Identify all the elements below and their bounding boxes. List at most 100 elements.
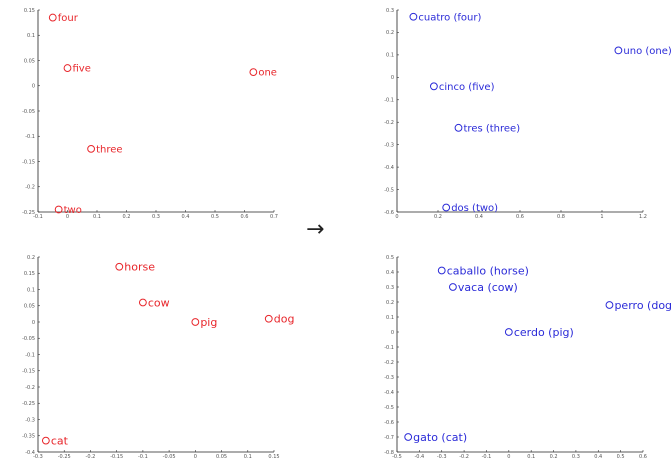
data-point-marker	[504, 328, 513, 336]
y-tick-label: -0.2	[25, 385, 35, 391]
y-tick-label: 0.2	[386, 30, 394, 36]
x-tick-label: 0	[395, 214, 398, 220]
data-point-marker	[409, 12, 418, 21]
y-tick-label: -0.1	[25, 134, 35, 140]
y-tick-label: 0.1	[386, 53, 394, 59]
x-tick-label: -0.1	[482, 454, 492, 460]
data-point-label: gato (cat)	[413, 431, 467, 444]
x-tick-label: -0.1	[33, 214, 43, 220]
x-tick-label: 0.4	[594, 454, 602, 460]
data-point-label: horse	[124, 261, 155, 274]
y-tick-label: -0.3	[384, 142, 394, 148]
data-point-marker	[138, 298, 147, 307]
data-point-label: tres (three)	[464, 123, 521, 134]
data-point-marker	[614, 46, 623, 55]
y-tick-label: -0.5	[384, 187, 394, 193]
y-tick-label: -0.4	[384, 165, 394, 171]
x-tick-label: 0.4	[475, 214, 483, 220]
y-tick-label: 0.2	[386, 300, 394, 306]
chart-en-numbers: 0.150.10.050-0.05-0.1-0.15-0.2-0.25-0.1 0…	[22, 8, 278, 220]
data-point-marker	[191, 318, 200, 326]
y-tick-label: -0.8	[384, 450, 394, 456]
data-point-label: two	[64, 205, 82, 216]
x-tick-label: 0.8	[557, 214, 565, 220]
x-tick-label: 1.2	[639, 214, 647, 220]
y-tick-label: -0.5	[384, 405, 394, 411]
y-tick-label: -0.3	[384, 375, 394, 381]
data-point-marker	[442, 203, 451, 212]
y-tick-label: -0.2	[384, 120, 394, 126]
data-point-marker	[63, 64, 72, 72]
data-point-label: cat	[51, 435, 69, 448]
data-point-label: caballo (horse)	[447, 264, 529, 277]
data-point-marker	[430, 82, 438, 91]
data-point-marker	[264, 314, 273, 323]
data-point-label: dos (two)	[451, 203, 498, 214]
data-point-marker	[605, 301, 614, 309]
x-tick-label: 0.6	[639, 454, 647, 460]
y-tick-label: 0.1	[27, 33, 35, 39]
y-tick-label: 0.3	[386, 285, 394, 291]
y-tick-label: -0.35	[22, 434, 35, 440]
y-tick-label: -0.4	[25, 450, 35, 456]
data-point-label: cow	[148, 296, 170, 309]
x-tick-label: 0.6	[516, 214, 524, 220]
x-tick-label: -0.2	[459, 454, 469, 460]
y-tick-label: -0.1	[384, 98, 394, 104]
y-tick-label: -0.2	[384, 360, 394, 366]
y-tick-label: -0.15	[22, 369, 35, 375]
y-tick-label: 0.1	[386, 315, 394, 321]
x-tick-label: -0.4	[414, 454, 424, 460]
data-point-label: cerdo (pig)	[514, 326, 574, 339]
data-point-label: vaca (cow)	[458, 281, 518, 294]
data-point-marker	[48, 13, 57, 22]
y-tick-label: 0.4	[386, 270, 394, 276]
y-tick-label: 0.2	[27, 255, 35, 261]
y-tick-label: -0.6	[384, 210, 394, 216]
y-tick-label: -0.1	[384, 345, 394, 351]
data-point-label: perro (dog)	[614, 299, 671, 312]
x-tick-label: 0.2	[434, 214, 442, 220]
data-point-label: dog	[274, 313, 295, 326]
x-tick-label: 0.3	[152, 214, 160, 220]
x-tick-label: -0.15	[110, 454, 123, 460]
data-point-marker	[87, 144, 95, 153]
data-point-label: four	[58, 13, 79, 24]
chart-en-animals: 0.2 0.15 0.1 0.05 0 -0.05 -0.1 -0.15 -0.2 -0.25 -0…	[22, 255, 294, 460]
data-point-marker	[449, 283, 457, 291]
x-tick-label: 0	[66, 214, 69, 220]
y-tick-label: -0.15	[22, 159, 35, 165]
chart-es-animals: 0.5 0.4 0.3 0.2 0.1 0 -0.1 -0.2 -0.3 -0.4 -0.5 -0.6…	[384, 255, 671, 460]
y-tick-label: 0	[391, 330, 394, 336]
x-tick-label: -0.25	[58, 454, 71, 460]
data-point-marker	[454, 123, 463, 132]
x-tick-label: 0.7	[270, 214, 278, 220]
translation-arrow: →	[306, 217, 324, 242]
x-tick-label: -0.2	[86, 454, 96, 460]
y-tick-label: -0.25	[22, 401, 35, 407]
y-tick-label: 0.15	[24, 271, 35, 277]
x-tick-label: 0.5	[211, 214, 219, 220]
y-tick-label: -0.05	[22, 336, 35, 342]
data-point-marker	[115, 262, 124, 271]
x-tick-label: -0.5	[392, 454, 402, 460]
x-tick-label: 0	[194, 454, 197, 460]
y-tick-label: 0	[391, 75, 394, 81]
y-tick-label: -0.25	[22, 210, 35, 216]
data-point-label: uno (one)	[623, 46, 671, 57]
y-tick-label: -0.2	[25, 185, 35, 191]
x-tick-label: -0.05	[163, 454, 176, 460]
y-tick-label: -0.7	[384, 435, 394, 441]
data-point-label: three	[96, 144, 122, 155]
y-tick-label: 0.3	[386, 8, 394, 14]
x-tick-label: 0.5	[617, 454, 625, 460]
x-tick-label: 0.1	[93, 214, 101, 220]
x-tick-label: 0.2	[123, 214, 131, 220]
data-point-marker	[249, 68, 258, 77]
y-tick-label: -0.4	[384, 390, 394, 396]
y-tick-label: 0.05	[24, 58, 35, 64]
data-point-marker	[437, 266, 446, 275]
y-tick-label: 0.15	[24, 8, 35, 14]
y-tick-label: 0	[32, 84, 35, 90]
